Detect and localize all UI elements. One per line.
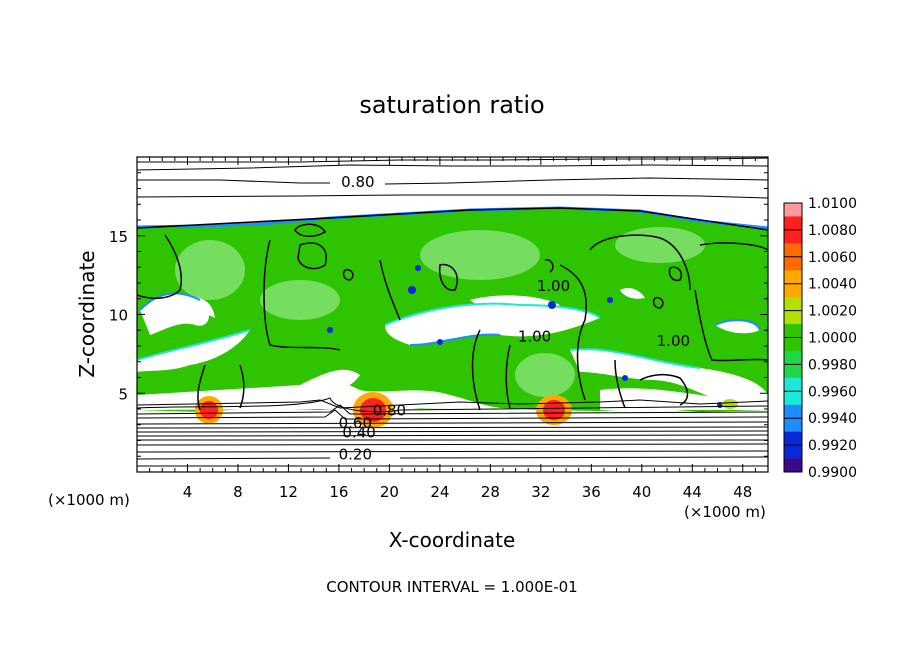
colorbar-swatch bbox=[784, 364, 802, 379]
colorbar-swatch bbox=[784, 418, 802, 433]
y-axis: 5 10 15 bbox=[109, 172, 768, 457]
x-tick-label: 12 bbox=[279, 483, 298, 501]
x-tick-label: 16 bbox=[329, 483, 348, 501]
x-unit-left: (×1000 m) bbox=[48, 491, 130, 509]
colorbar-swatch bbox=[784, 256, 802, 271]
x-tick-label: 8 bbox=[233, 483, 243, 501]
colorbar-tick-label: 0.9980 bbox=[808, 357, 857, 373]
contour-label: 0.80 bbox=[341, 173, 374, 191]
contour-labels: 0.801.001.00 1.000.800.600.400.20 bbox=[339, 173, 690, 463]
lower-contours bbox=[137, 397, 768, 467]
y-tick-label: 10 bbox=[109, 307, 128, 325]
x-tick-label: 32 bbox=[531, 483, 550, 501]
contour-label: 0.40 bbox=[342, 423, 375, 441]
colorbar-tick-label: 0.9920 bbox=[808, 438, 857, 454]
contour-label: 1.00 bbox=[518, 327, 551, 345]
contour-interval-footer: CONTOUR INTERVAL = 1.000E-01 bbox=[326, 578, 577, 596]
x-tick-label: 28 bbox=[481, 483, 500, 501]
colorbar: 1.0100 1.0080 1.0060 1.0040 1.0020 1.0000 0.99… bbox=[783, 196, 857, 481]
colorbar-tick-label: 1.0040 bbox=[808, 277, 857, 293]
colorbar-tick-label: 1.0100 bbox=[808, 196, 857, 212]
x-tick-label: 36 bbox=[582, 483, 601, 501]
colorbar-swatch bbox=[784, 377, 802, 392]
colorbar-swatch bbox=[784, 243, 802, 258]
colorbar-swatch bbox=[784, 283, 802, 298]
colorbar-swatch bbox=[784, 445, 802, 460]
colorbar-tick-label: 0.9900 bbox=[808, 465, 857, 481]
colorbar-swatch bbox=[784, 297, 802, 312]
colorbar-swatch bbox=[784, 270, 802, 285]
x-tick-label: 48 bbox=[733, 483, 752, 501]
y-axis-label: Z-coordinate bbox=[75, 250, 99, 377]
colorbar-swatch bbox=[784, 431, 802, 446]
colorbar-tick-label: 0.9940 bbox=[808, 411, 857, 427]
x-axis: 4 8 12 16 20 24 28 32 36 40 44 48 bbox=[149, 157, 756, 501]
upper-contours bbox=[137, 157, 768, 199]
y-tick-label: 15 bbox=[109, 228, 128, 246]
colorbar-swatch bbox=[784, 310, 802, 325]
colorbar-swatch bbox=[784, 203, 802, 217]
contour-label: 1.00 bbox=[537, 277, 570, 295]
colorbar-tick-label: 1.0080 bbox=[808, 223, 857, 239]
colorbar-swatch bbox=[784, 229, 802, 244]
x-tick-label: 44 bbox=[683, 483, 702, 501]
light-green-patches bbox=[175, 227, 705, 397]
colorbar-swatch bbox=[784, 391, 802, 406]
colorbar-swatch bbox=[784, 324, 802, 338]
colorbar-tick-label: 0.9960 bbox=[808, 384, 857, 400]
x-unit-right: (×1000 m) bbox=[684, 503, 766, 521]
colorbar-swatch bbox=[784, 458, 802, 473]
colorbar-swatch bbox=[784, 350, 802, 365]
contour-label: 0.60 bbox=[339, 414, 372, 432]
plot-area bbox=[137, 157, 768, 472]
contour-label: 0.20 bbox=[339, 445, 372, 463]
colorbar-swatch bbox=[784, 216, 802, 231]
contour-100 bbox=[137, 207, 768, 411]
colorbar-tick-label: 1.0020 bbox=[808, 304, 857, 320]
colorbar-tick-label: 1.0000 bbox=[808, 331, 857, 347]
contour-label: 1.00 bbox=[657, 332, 690, 350]
x-tick-label: 20 bbox=[380, 483, 399, 501]
contour-label: 0.80 bbox=[373, 401, 406, 419]
chart-title: saturation ratio bbox=[359, 91, 544, 119]
pocket-edges bbox=[137, 292, 761, 369]
x-axis-label: X-coordinate bbox=[389, 528, 516, 552]
colorbar-swatch bbox=[784, 337, 802, 352]
x-tick-label: 4 bbox=[183, 483, 193, 501]
x-tick-label: 24 bbox=[430, 483, 449, 501]
colorbar-swatch bbox=[784, 404, 802, 419]
y-tick-label: 5 bbox=[118, 385, 128, 403]
colorbar-tick-label: 1.0060 bbox=[808, 250, 857, 266]
x-tick-label: 40 bbox=[632, 483, 651, 501]
